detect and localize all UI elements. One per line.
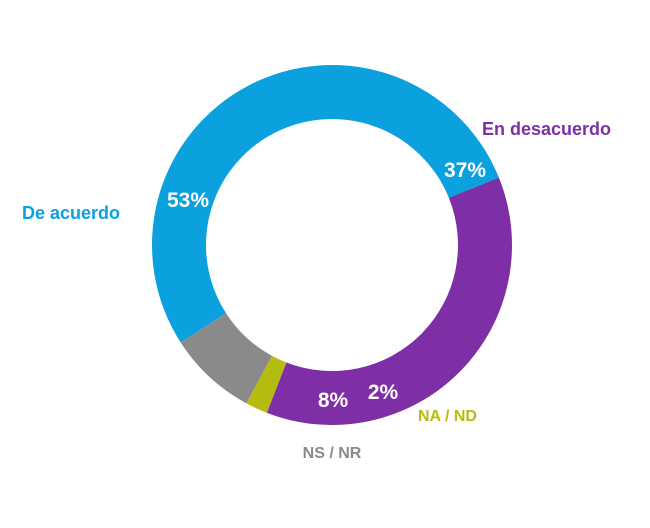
category-label-de-acuerdo: De acuerdo bbox=[22, 203, 120, 223]
category-label-en-desacuerdo: En desacuerdo bbox=[482, 119, 611, 139]
category-label-na-nd: NA / ND bbox=[418, 408, 477, 425]
slice-en-desacuerdo bbox=[266, 177, 512, 426]
category-label-ns-nr: NS / NR bbox=[303, 445, 362, 462]
value-label-ns-nr: 8% bbox=[318, 389, 349, 412]
slice-na-nd bbox=[246, 355, 287, 413]
slice-de-acuerdo bbox=[152, 65, 499, 343]
value-label-en-desacuerdo: 37% bbox=[444, 159, 486, 182]
value-label-na-nd: 2% bbox=[368, 381, 399, 404]
slice-ns-nr bbox=[180, 313, 273, 404]
labels-layer: 53% 8% 2% 37% De acuerdo NS / NR NA / ND… bbox=[22, 119, 611, 462]
value-label-de-acuerdo: 53% bbox=[167, 189, 209, 212]
slices-layer bbox=[152, 65, 512, 426]
